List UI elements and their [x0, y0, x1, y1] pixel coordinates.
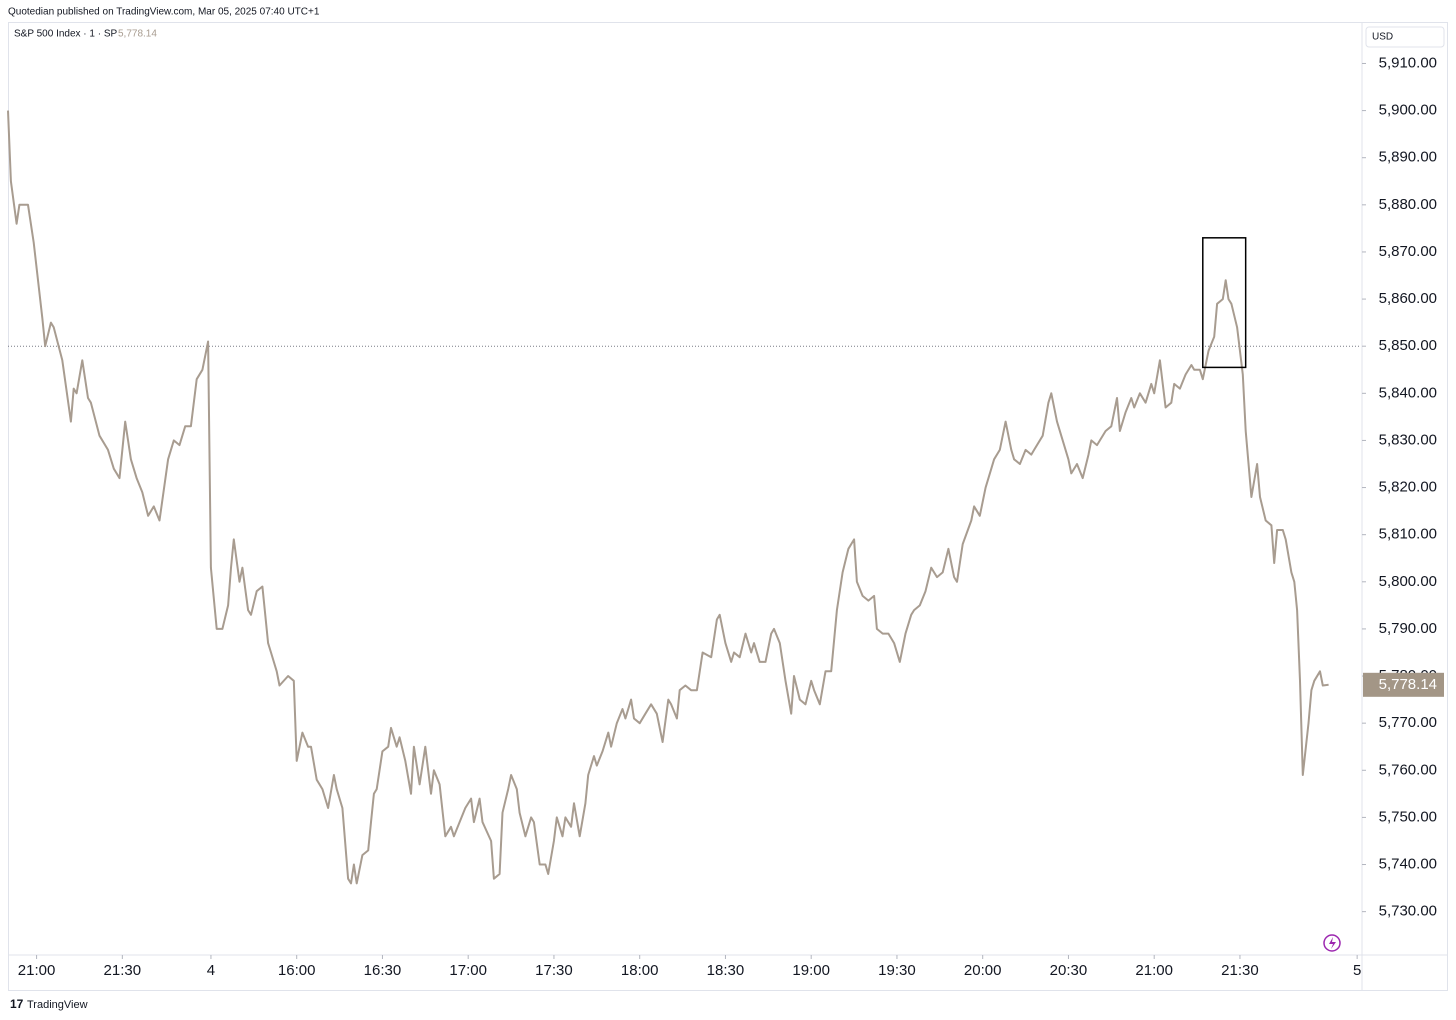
y-tick-label: 5,840.00 — [1379, 384, 1437, 401]
x-tick-label: 17:30 — [535, 962, 573, 979]
legend-price: 5,778.14 — [118, 29, 157, 40]
chart-frame — [8, 22, 1448, 991]
y-tick-label: 5,870.00 — [1379, 243, 1437, 260]
price-line — [7, 110, 1329, 885]
x-tick-label: 21:00 — [18, 962, 56, 979]
y-tick-label: 5,730.00 — [1379, 903, 1437, 920]
x-tick-label: 5 — [1353, 962, 1361, 979]
x-tick-label: 17:00 — [449, 962, 487, 979]
x-tick-label: 19:00 — [792, 962, 830, 979]
x-tick-label: 4 — [207, 962, 215, 979]
y-tick-label: 5,910.00 — [1379, 54, 1437, 71]
y-tick-label: 5,900.00 — [1379, 102, 1437, 119]
x-tick-label: 16:30 — [364, 962, 402, 979]
event-icon-bolt — [1329, 937, 1336, 949]
x-tick-label: 21:00 — [1135, 962, 1173, 979]
y-tick-label: 5,880.00 — [1379, 196, 1437, 213]
highlight-box — [1202, 237, 1247, 369]
plot: 5,730.00 5,740.00 5,750.00 5,760.00 5,770.00… — [7, 54, 1444, 979]
y-tick-label: 5,860.00 — [1379, 290, 1437, 307]
y-tick-label: 5,820.00 — [1379, 479, 1437, 496]
x-tick-label: 19:30 — [878, 962, 916, 979]
x-tick-label: 18:30 — [707, 962, 745, 979]
x-tick-label: 21:30 — [104, 962, 142, 979]
x-tick-label: 20:00 — [964, 962, 1002, 979]
y-tick-label: 5,790.00 — [1379, 620, 1437, 637]
y-tick-label: 5,770.00 — [1379, 714, 1437, 731]
last-price-label: 5,778.14 — [1379, 676, 1437, 693]
y-tick-label: 5,890.00 — [1379, 149, 1437, 166]
x-tick-label: 20:30 — [1050, 962, 1088, 979]
y-tick-label: 5,740.00 — [1379, 855, 1437, 872]
y-tick-label: 5,830.00 — [1379, 431, 1437, 448]
footer-brand: TradingView — [27, 999, 88, 1011]
event-icon[interactable] — [1323, 934, 1341, 952]
y-tick-label: 5,810.00 — [1379, 526, 1437, 543]
x-tick-label: 16:00 — [278, 962, 316, 979]
currency-box[interactable] — [1365, 26, 1445, 48]
last-price-badge — [1363, 672, 1444, 697]
y-tick-label: 5,800.00 — [1379, 573, 1437, 590]
x-tick-label: 21:30 — [1221, 962, 1259, 979]
publish-header: Quotedian published on TradingView.com, … — [8, 7, 320, 18]
symbol-title: S&P 500 Index · 1 · SP — [14, 29, 118, 40]
y-tick-label: 5,850.00 — [1379, 337, 1437, 354]
currency[interactable]: USD — [1372, 32, 1393, 43]
x-tick-label: 18:00 — [621, 962, 659, 979]
logo-mark: 17 — [10, 997, 24, 1011]
y-tick-label: 5,750.00 — [1379, 808, 1437, 825]
y-tick-label: 5,760.00 — [1379, 761, 1437, 778]
